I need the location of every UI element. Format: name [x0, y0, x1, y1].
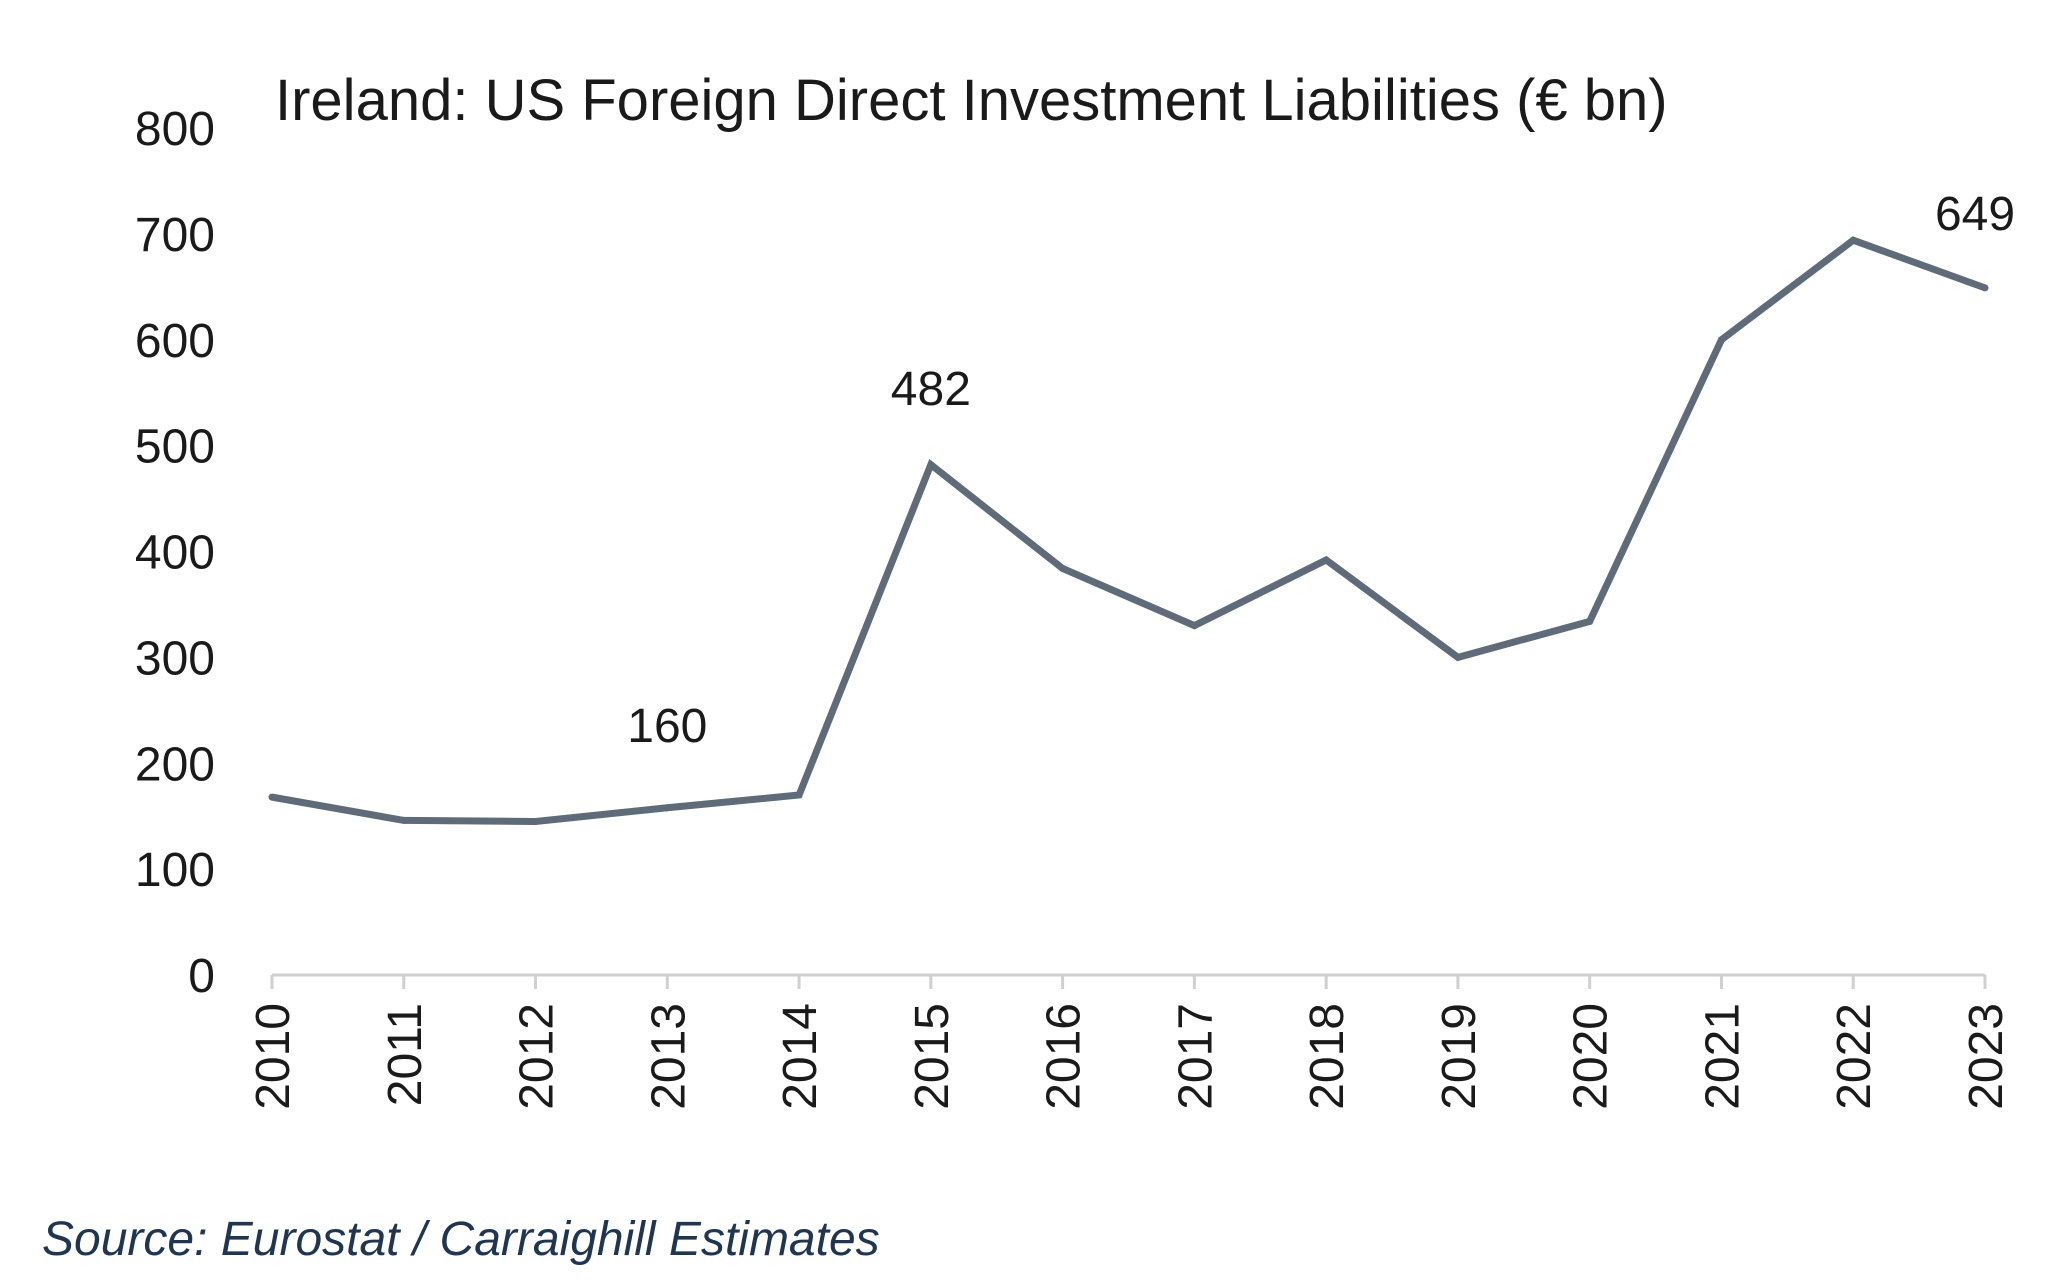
data-labels: 160 482 649 — [627, 188, 2015, 753]
y-tick-label: 600 — [135, 315, 215, 368]
x-tick-label: 2017 — [1169, 1003, 1222, 1110]
data-point — [663, 804, 671, 812]
x-tick-label: 2020 — [1565, 1003, 1618, 1110]
x-tick-label: 2013 — [642, 1003, 695, 1110]
data-point — [532, 817, 540, 825]
series-line — [271, 236, 1987, 825]
chart-title: Ireland: US Foreign Direct Investment Li… — [275, 68, 1668, 133]
data-label: 649 — [1935, 188, 2015, 241]
x-tick-label: 2010 — [247, 1003, 300, 1110]
data-point — [1981, 284, 1989, 292]
y-tick-label: 300 — [135, 632, 215, 685]
data-point — [1322, 556, 1330, 564]
x-tick-label: 2022 — [1828, 1003, 1881, 1110]
y-tick-label: 500 — [135, 421, 215, 474]
x-tick-label: 2014 — [774, 1003, 827, 1110]
data-point — [268, 793, 276, 801]
data-point — [795, 791, 803, 799]
x-tick-label: 2023 — [1960, 1003, 2013, 1110]
data-label: 482 — [891, 363, 971, 416]
x-tick-label: 2018 — [1301, 1003, 1354, 1110]
data-point — [927, 461, 935, 469]
data-point — [1454, 653, 1462, 661]
source-note: Source: Eurostat / Carraighill Estimates — [42, 1213, 880, 1266]
data-label: 160 — [627, 700, 707, 753]
x-axis-ticks: 2010 2011 2012 2013 2014 2015 2016 2017 2018 2019… — [247, 975, 2013, 1110]
y-tick-label: 800 — [135, 103, 215, 156]
x-tick-label: 2012 — [511, 1003, 564, 1110]
y-tick-label: 100 — [135, 844, 215, 897]
series-layer — [271, 236, 1987, 825]
data-point — [400, 816, 408, 824]
x-tick-label: 2021 — [1696, 1003, 1749, 1110]
x-tick-label: 2015 — [906, 1003, 959, 1110]
data-point — [1190, 622, 1198, 630]
y-tick-label: 400 — [135, 527, 215, 580]
y-tick-label: 200 — [135, 738, 215, 791]
data-point — [1059, 564, 1067, 572]
data-point — [1586, 617, 1594, 625]
x-tick-label: 2016 — [1038, 1003, 1091, 1110]
y-axis-ticks: 0 100 200 300 400 500 600 700 800 — [135, 103, 215, 1003]
y-tick-label: 700 — [135, 209, 215, 262]
y-tick-label: 0 — [188, 950, 215, 1003]
x-tick-label: 2019 — [1433, 1003, 1486, 1110]
x-tick-label: 2011 — [379, 1003, 432, 1106]
data-points — [268, 236, 1989, 825]
data-point — [1849, 236, 1857, 244]
data-point — [1717, 336, 1725, 344]
